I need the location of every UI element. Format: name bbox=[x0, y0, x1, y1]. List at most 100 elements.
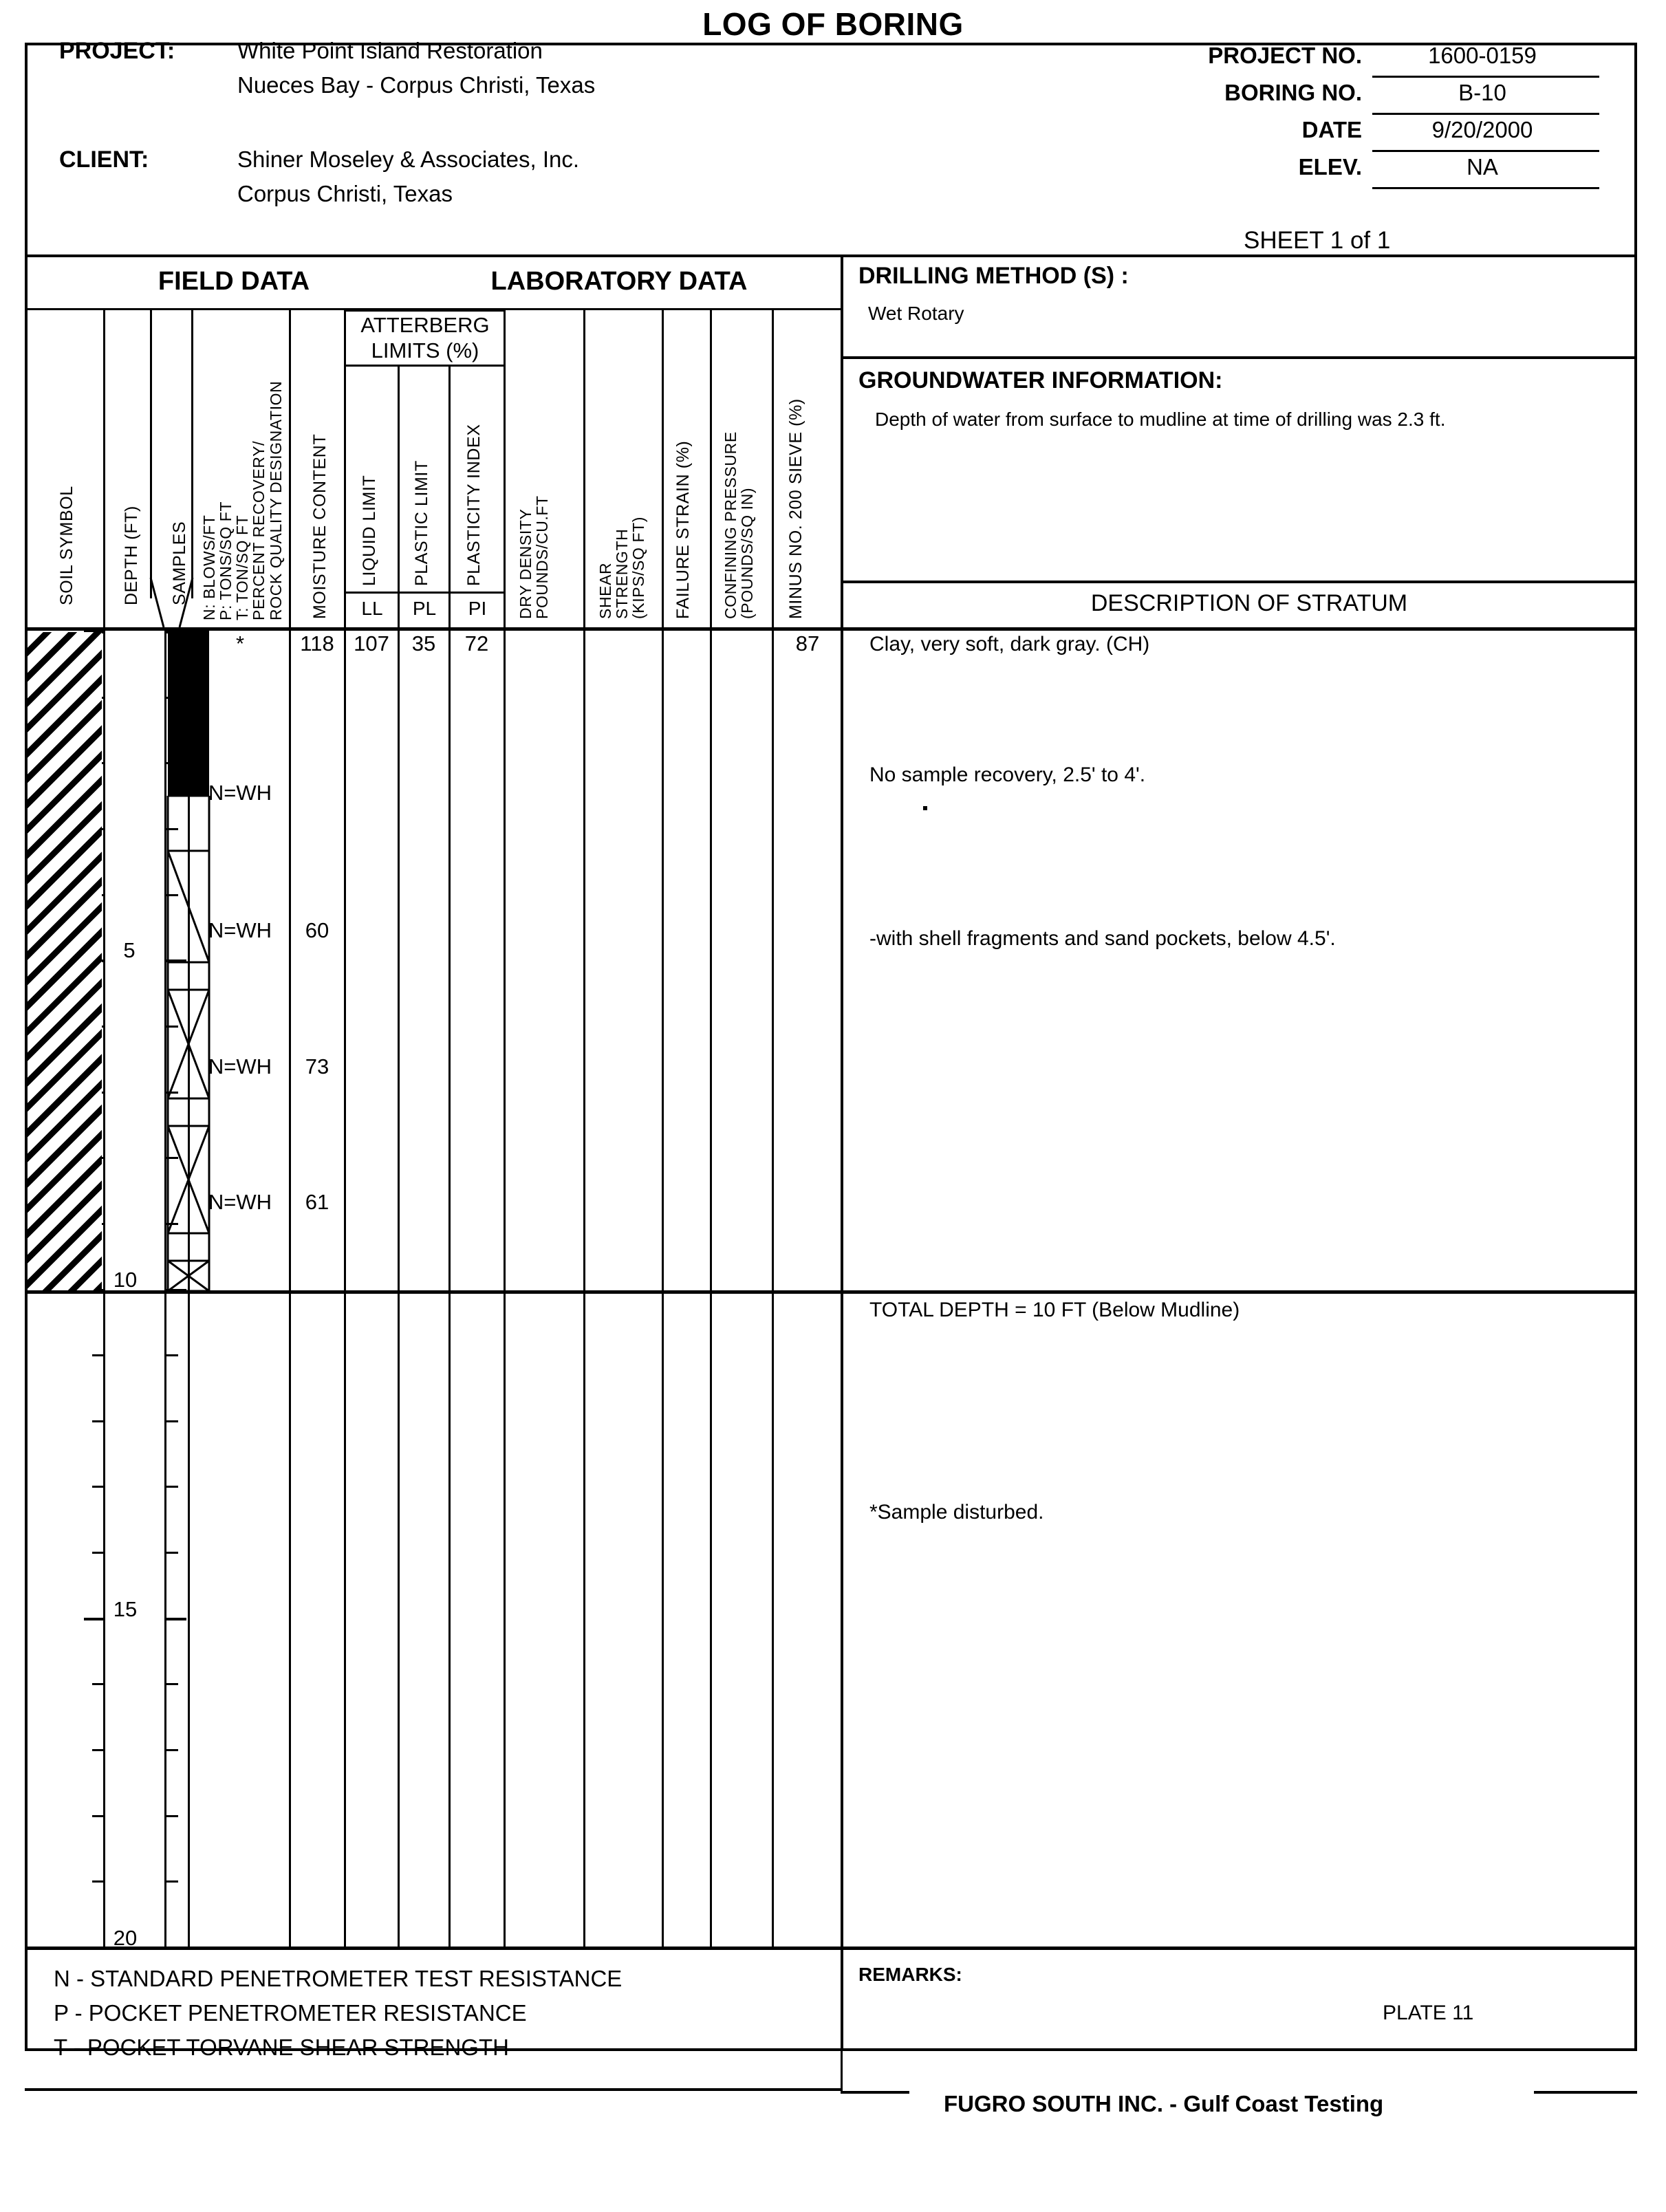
grid-shear-strain bbox=[662, 631, 664, 1947]
drilling-method-rule bbox=[843, 356, 1637, 359]
frame-bottom bbox=[25, 2048, 1637, 2051]
client-line-1: Shiner Moseley & Associates, Inc. bbox=[237, 147, 580, 172]
colsep-samples-blows bbox=[191, 310, 193, 598]
depth-tick-left-12 bbox=[92, 1420, 105, 1422]
row-0-ll: 107 bbox=[354, 631, 389, 655]
project-line-2: Nueces Bay - Corpus Christi, Texas bbox=[237, 72, 596, 98]
stratum-boundary-rule bbox=[843, 1290, 1637, 1294]
colhead-failure-strain: FAILURE STRAIN (%) bbox=[673, 440, 693, 619]
frame-top bbox=[25, 43, 1637, 45]
project-line-1: White Point Island Restoration bbox=[237, 38, 543, 63]
row-4-moisture-content: 61 bbox=[305, 1190, 329, 1214]
boring-no-label: BORING NO. bbox=[1224, 80, 1362, 105]
sample-split-spoon-group bbox=[166, 796, 210, 1291]
grid-soil-depth bbox=[103, 631, 105, 1947]
row-0-minus-200: 87 bbox=[795, 631, 820, 655]
atterberg-bottom-rule bbox=[344, 365, 506, 367]
legend-line-1: N - STANDARD PENETROMETER TEST RESISTANC… bbox=[54, 1966, 623, 1991]
row-1-blows: N=WH bbox=[208, 781, 272, 805]
atterberg-title-line2: LIMITS (%) bbox=[371, 338, 479, 362]
colhead-blows: N: BLOWS/FT P: TONS/SQ FT T: TON/SQ FT P… bbox=[200, 380, 285, 620]
colhead-samples: SAMPLES bbox=[170, 521, 189, 605]
subheader-pl: PL bbox=[412, 598, 437, 619]
grid-pi-drydensity bbox=[504, 631, 506, 1947]
colsep-drydensity-shear bbox=[583, 310, 585, 627]
depth-tick-right-18 bbox=[166, 1815, 178, 1817]
elev-value: NA bbox=[1467, 154, 1498, 180]
data-area-bottom-rule bbox=[25, 1947, 1637, 1950]
plate-number: PLATE 11 bbox=[1383, 2002, 1474, 2024]
colhead-moisture-content: MOISTURE CONTENT bbox=[310, 433, 329, 619]
description-line-3: -with shell fragments and sand pockets, … bbox=[869, 927, 1336, 950]
colsep-moisture-atterberg bbox=[344, 310, 346, 627]
client-label: CLIENT: bbox=[59, 147, 149, 173]
colsep-ll-pl bbox=[398, 365, 400, 627]
colsep-failurestrain-confining bbox=[710, 310, 712, 627]
info-block-bottom-rule bbox=[25, 254, 1637, 257]
depth-tick-left-19 bbox=[92, 1880, 105, 1883]
depth-tick-right-14 bbox=[166, 1552, 178, 1554]
row-2-moisture-content: 60 bbox=[305, 918, 329, 942]
depth-tick-left-14 bbox=[92, 1552, 105, 1554]
elev-label: ELEV. bbox=[1298, 154, 1362, 180]
atterberg-sub-rule bbox=[344, 592, 506, 594]
row-0-pi: 72 bbox=[464, 631, 489, 655]
groundwater-value: Depth of water from surface to mudline a… bbox=[875, 409, 1446, 430]
row-3-moisture-content: 73 bbox=[305, 1054, 329, 1078]
grid-depth-samples bbox=[164, 631, 166, 1947]
groundwater-rule bbox=[843, 581, 1637, 583]
depth-tick-left-13 bbox=[92, 1486, 105, 1488]
row-0-moisture-content: 118 bbox=[300, 631, 334, 655]
frame-left bbox=[25, 43, 28, 2051]
depth-tick-right-3 bbox=[166, 828, 178, 830]
colhead-confining-pressure: CONFINING PRESSURE (POUNDS/SQ IN) bbox=[722, 431, 757, 619]
depth-tick-left-15 bbox=[84, 1618, 105, 1620]
depth-tick-right-17 bbox=[166, 1749, 178, 1751]
sheet-number: SHEET 1 of 1 bbox=[1244, 227, 1391, 254]
depth-tick-left-11 bbox=[92, 1354, 105, 1356]
depth-label-10: 10 bbox=[113, 1268, 138, 1292]
data-area-top-rule bbox=[25, 627, 843, 631]
grid-pl-pi bbox=[448, 631, 451, 1947]
colhead-plastic-limit: PLASTIC LIMIT bbox=[412, 460, 431, 586]
description-header: DESCRIPTION OF STRATUM bbox=[1090, 590, 1408, 616]
depth-tick-right-7 bbox=[166, 1092, 178, 1094]
colhead-soil-symbol: SOIL SYMBOL bbox=[57, 486, 76, 605]
depth-tick-right-11 bbox=[166, 1354, 178, 1356]
project-no-label: PROJECT NO. bbox=[1208, 43, 1362, 68]
row-4-blows: N=WH bbox=[208, 1190, 272, 1214]
depth-tick-right-16 bbox=[166, 1683, 178, 1685]
depth-tick-right-12 bbox=[166, 1420, 178, 1422]
row-0-blows: * bbox=[235, 631, 245, 655]
depth-tick-left-18 bbox=[92, 1815, 105, 1817]
date-rule bbox=[1372, 150, 1599, 152]
colhead-plasticity-index: PLASTICITY INDEX bbox=[464, 424, 484, 586]
colhead-depth: DEPTH (FT) bbox=[122, 506, 141, 605]
grid-samples-blows bbox=[188, 631, 190, 1947]
project-label: PROJECT: bbox=[59, 38, 175, 64]
depth-tick-left-16 bbox=[92, 1683, 105, 1685]
soil-symbol-hatch bbox=[28, 632, 102, 1290]
total-depth-rule bbox=[25, 1290, 843, 1294]
row-2-blows: N=WH bbox=[208, 918, 272, 942]
banner-laboratory-data: LABORATORY DATA bbox=[490, 267, 748, 296]
grid-blows-moisture bbox=[289, 631, 291, 1947]
remarks-label: REMARKS: bbox=[858, 1964, 962, 1985]
depth-tick-left-17 bbox=[92, 1749, 105, 1751]
page-title: LOG OF BORING bbox=[702, 6, 964, 42]
colsep-pl-pi bbox=[448, 365, 451, 627]
description-line-2: No sample recovery, 2.5' to 4'. bbox=[869, 763, 1146, 786]
frame-right bbox=[1634, 43, 1637, 2051]
main-vertical-divider bbox=[841, 254, 843, 2051]
banner-field-data: FIELD DATA bbox=[158, 267, 310, 296]
samples-column-taper bbox=[149, 578, 194, 628]
total-depth-note: TOTAL DEPTH = 10 FT (Below Mudline) bbox=[869, 1299, 1240, 1321]
atterberg-title-line1: ATTERBERG bbox=[360, 313, 490, 337]
colsep-shear-failurestrain bbox=[662, 310, 664, 627]
firm-name: FUGRO SOUTH INC. - Gulf Coast Testing bbox=[944, 2091, 1384, 2116]
subheader-pi: PI bbox=[468, 598, 487, 619]
colsep-depth-samples bbox=[150, 310, 152, 598]
depth-tick-right-6 bbox=[166, 1026, 178, 1028]
elev-rule bbox=[1372, 187, 1599, 189]
